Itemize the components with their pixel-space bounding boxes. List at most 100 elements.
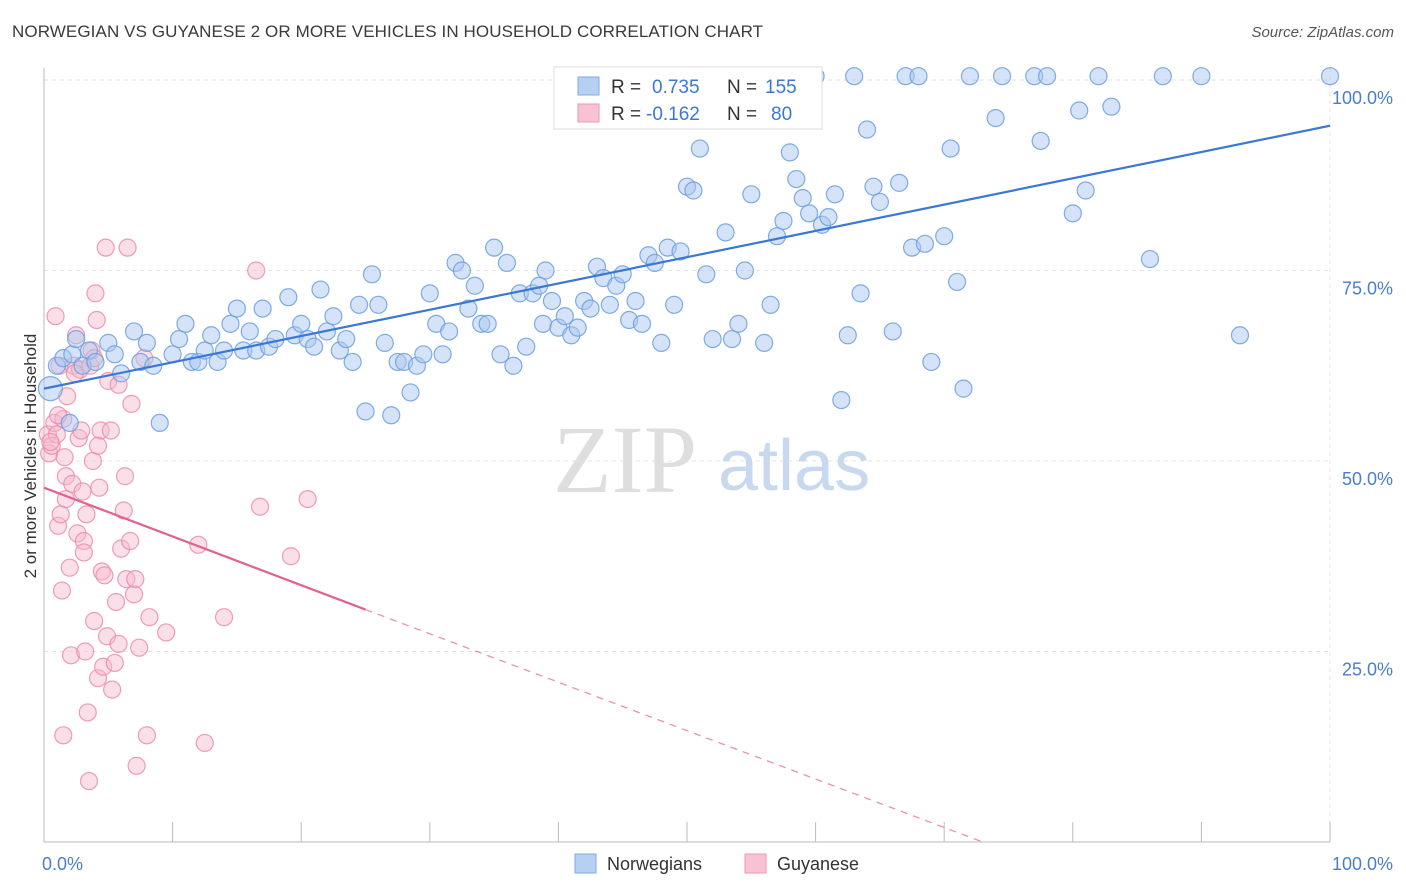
norwegian-point-85 — [600, 295, 619, 314]
guyanese-point-77 — [52, 581, 72, 600]
axes — [43, 68, 1331, 843]
norwegian-point-0 — [37, 376, 64, 402]
guyanese-point-17 — [68, 524, 87, 543]
norwegian-point-68 — [497, 253, 517, 272]
guyanese-point-55 — [127, 756, 146, 775]
guyanese-point-61 — [189, 535, 208, 554]
norwegian-point-135 — [947, 272, 967, 292]
guyanese-point-31 — [87, 310, 106, 330]
norwegian-point-12 — [124, 322, 144, 341]
norwegian-point-150 — [1192, 67, 1211, 86]
norwegian-point-44 — [343, 352, 362, 372]
guyanese-point-78 — [74, 543, 93, 562]
norwegian-point-41 — [324, 307, 343, 326]
guyanese-trend-extension — [365, 608, 984, 843]
guyanese-point-42 — [103, 680, 122, 699]
watermark-zip: ZIP — [553, 406, 697, 513]
norwegian-point-133 — [935, 227, 954, 246]
norwegian-point-58 — [433, 345, 452, 364]
guyanese-point-37 — [95, 566, 114, 585]
bottom-legend-label-guyanese: Guyanese — [777, 854, 859, 874]
guyanese-point-5 — [49, 516, 68, 535]
norwegian-point-149 — [1153, 67, 1172, 86]
norwegian-point-34 — [279, 288, 298, 307]
norwegian-point-31 — [253, 299, 272, 318]
guyanese-point-67 — [298, 490, 317, 509]
norwegian-point-90 — [632, 314, 652, 333]
legend-n-value-2: 80 — [771, 104, 792, 125]
guyanese-point-53 — [124, 585, 144, 604]
norwegian-point-145 — [1076, 181, 1095, 200]
norwegian-point-118 — [825, 185, 844, 204]
guyanese-point-24 — [78, 703, 97, 722]
y-tick-labels: 25.0% 50.0% 75.0% 100.0% — [1332, 88, 1393, 680]
norwegian-point-16 — [150, 413, 169, 432]
guyanese-point-10 — [56, 467, 75, 486]
norwegian-point-114 — [800, 204, 819, 223]
norwegian-point-78 — [555, 307, 574, 326]
norwegian-point-59 — [439, 322, 459, 341]
norwegian-point-27 — [227, 299, 246, 318]
norwegian-point-142 — [1037, 67, 1057, 86]
guyanese-point-12 — [60, 558, 79, 577]
guyanese-point-60 — [157, 623, 176, 642]
norwegian-points — [37, 67, 1340, 432]
legend-r-label-1: R = — [611, 77, 641, 98]
norwegian-point-113 — [793, 189, 812, 208]
norwegian-point-76 — [542, 291, 562, 311]
y-tick-label-3: 100.0% — [1332, 88, 1393, 108]
watermark: ZIP atlas — [553, 406, 870, 513]
bottom-legend-swatch-guyanese — [744, 853, 767, 874]
norwegian-point-46 — [356, 402, 375, 421]
norwegian-point-148 — [1140, 249, 1160, 269]
guyanese-point-65 — [250, 497, 270, 516]
norwegian-point-10 — [105, 345, 124, 364]
series-legend: Norwegians Guyanese — [574, 853, 859, 874]
norwegian-point-53 — [401, 383, 420, 402]
guyanese-point-29 — [85, 611, 104, 631]
guyanese-trend-line — [43, 486, 366, 611]
norwegian-point-38 — [304, 337, 324, 356]
norwegian-point-99 — [690, 139, 709, 158]
x-tick-label-1: 100.0% — [1332, 854, 1393, 874]
guyanese-point-28 — [83, 451, 102, 471]
norwegian-point-130 — [909, 67, 928, 86]
guyanese-point-59 — [140, 608, 159, 627]
x-tick-labels: 0.0% 100.0% — [42, 854, 1393, 874]
norwegian-point-119 — [832, 390, 851, 410]
norwegian-point-14 — [137, 333, 156, 352]
guyanese-point-22 — [76, 642, 95, 661]
norwegian-point-50 — [382, 406, 401, 425]
norwegian-point-56 — [420, 284, 439, 303]
guyanese-point-74 — [41, 432, 60, 452]
norwegian-point-120 — [838, 326, 857, 345]
norwegian-point-117 — [819, 208, 838, 227]
norwegian-point-3 — [60, 413, 79, 432]
norwegian-point-144 — [1070, 101, 1089, 120]
y-axis-label: 2 or more Vehicles in Household — [21, 334, 40, 579]
legend-n-label-2: N = — [727, 104, 757, 125]
norwegian-point-45 — [349, 295, 369, 314]
legend-r-value-1: 0.735 — [652, 77, 700, 98]
guyanese-points — [38, 238, 317, 791]
norwegian-point-19 — [176, 314, 195, 333]
norwegian-point-109 — [767, 227, 787, 246]
norwegian-point-101 — [703, 329, 722, 349]
source-label: Source: ZipAtlas.com — [1251, 24, 1394, 41]
norwegian-point-152 — [1320, 67, 1340, 86]
norwegian-point-102 — [716, 223, 735, 242]
norwegian-point-121 — [845, 67, 864, 86]
norwegian-point-47 — [362, 265, 382, 284]
norwegian-point-107 — [755, 333, 774, 352]
norwegian-trend-line — [43, 124, 1331, 390]
bottom-legend-swatch-norwegians — [574, 853, 597, 874]
guyanese-point-13 — [61, 646, 81, 665]
norwegian-point-122 — [851, 284, 870, 303]
norwegian-point-127 — [890, 173, 909, 192]
norwegian-point-67 — [491, 345, 510, 364]
norwegian-point-98 — [684, 181, 703, 200]
norwegian-point-111 — [780, 143, 799, 162]
guyanese-point-56 — [130, 638, 149, 657]
guyanese-point-51 — [121, 531, 140, 551]
